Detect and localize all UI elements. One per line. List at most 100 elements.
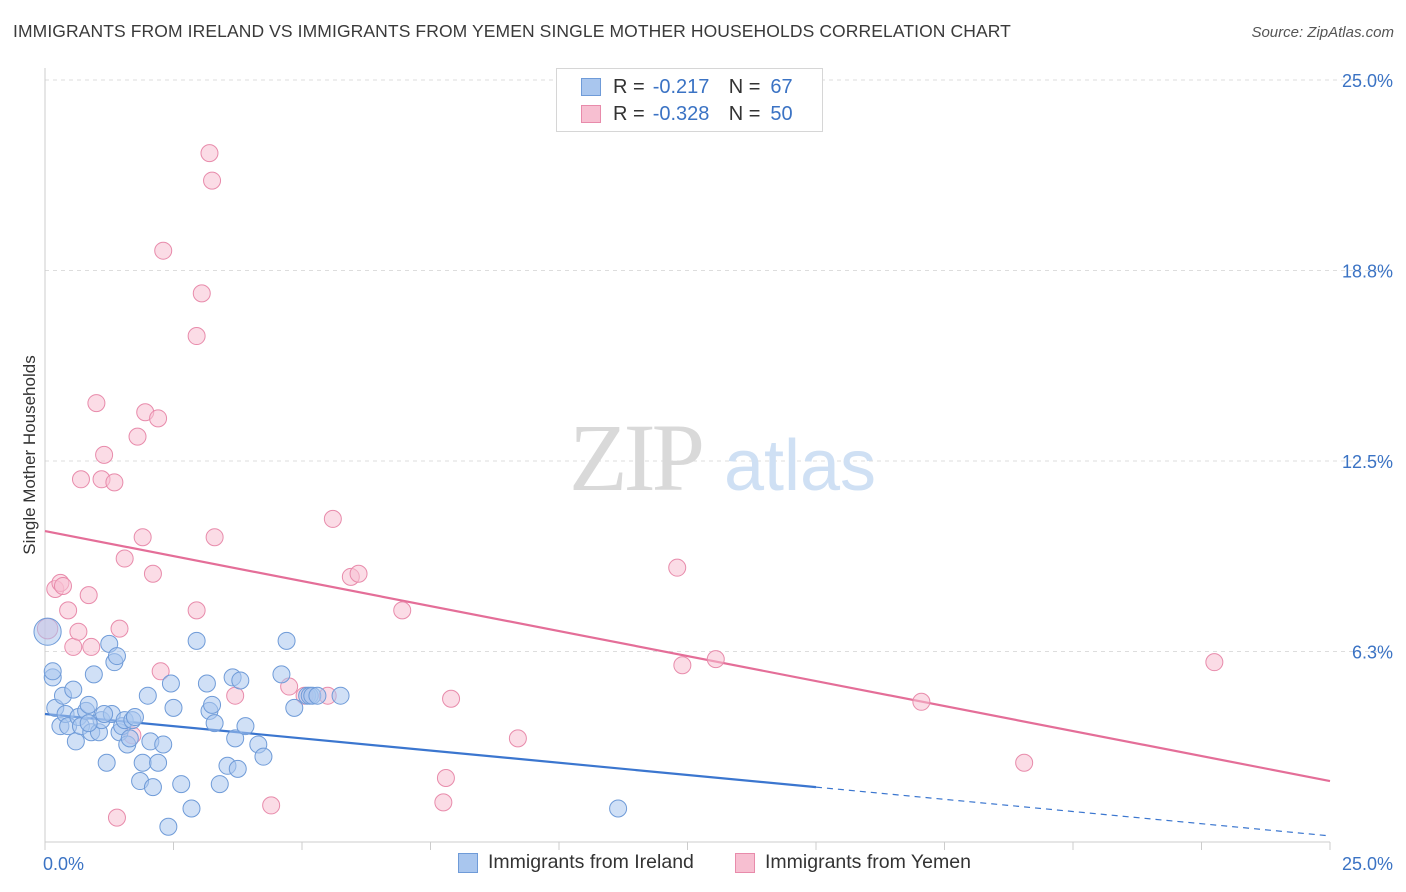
source-label: Source: ZipAtlas.com bbox=[1251, 24, 1394, 41]
ireland-point bbox=[138, 686, 157, 705]
yemen-point bbox=[154, 241, 173, 260]
yemen-point bbox=[262, 796, 281, 815]
ireland-point bbox=[66, 732, 85, 751]
yemen-point bbox=[226, 686, 245, 705]
legend-item-ireland[interactable]: Immigrants from Ireland bbox=[458, 851, 694, 874]
yemen-n-value: 50 bbox=[770, 102, 793, 125]
yemen-point bbox=[203, 171, 222, 190]
ireland-point bbox=[205, 714, 224, 733]
yemen-r-value: -0.328 bbox=[652, 102, 710, 125]
ireland-point bbox=[43, 662, 62, 681]
tick-labels: 6.3% 12.5% 18.8% 25.0% 0.0% 25.0% bbox=[43, 71, 1393, 874]
yemen-point bbox=[107, 808, 126, 827]
ireland-n-value: 67 bbox=[770, 75, 793, 98]
yemen-point bbox=[187, 327, 206, 346]
ireland-point bbox=[203, 695, 222, 714]
n-label: N = bbox=[728, 102, 761, 125]
legend-row-yemen: R = -0.328 N = 50 bbox=[581, 102, 793, 126]
yemen-point bbox=[187, 601, 206, 620]
ireland-point bbox=[133, 753, 152, 772]
yemen-point bbox=[323, 509, 342, 528]
ireland-point bbox=[187, 631, 206, 650]
yemen-point bbox=[912, 692, 931, 711]
yemen-point bbox=[59, 601, 78, 620]
ireland-trend-line bbox=[44, 712, 817, 789]
ireland-point bbox=[308, 686, 327, 705]
ireland-point bbox=[125, 708, 144, 727]
yemen-point bbox=[205, 528, 224, 547]
ireland-point bbox=[79, 714, 98, 733]
ireland-point bbox=[79, 695, 98, 714]
ireland-point bbox=[64, 680, 83, 699]
yemen-point bbox=[87, 394, 106, 413]
ireland-point bbox=[228, 759, 247, 778]
ireland-r-value: -0.217 bbox=[652, 75, 710, 98]
ireland-point bbox=[84, 665, 103, 684]
ireland-point bbox=[172, 775, 191, 794]
series-legend: Immigrants from Ireland Immigrants from … bbox=[0, 851, 1406, 877]
yemen-point bbox=[1015, 753, 1034, 772]
yemen-legend-label: Immigrants from Yemen bbox=[765, 851, 971, 873]
ireland-point bbox=[143, 778, 162, 797]
yemen-point bbox=[149, 409, 168, 428]
ireland-point bbox=[285, 698, 304, 717]
yemen-point bbox=[64, 637, 83, 656]
ireland-point bbox=[236, 717, 255, 736]
yemen-point bbox=[1205, 653, 1224, 672]
y-tick-label: 25.0% bbox=[1342, 71, 1393, 91]
legend-row-ireland: R = -0.217 N = 67 bbox=[581, 75, 793, 99]
yemen-point bbox=[706, 650, 725, 669]
ireland-swatch bbox=[581, 78, 601, 96]
yemen-point bbox=[434, 793, 453, 812]
yemen-point bbox=[133, 528, 152, 547]
watermark-zip: ZIP bbox=[569, 404, 702, 511]
ireland-legend-swatch bbox=[458, 852, 478, 873]
x-tick-label-min: 0.0% bbox=[43, 854, 84, 874]
yemen-point bbox=[393, 601, 412, 620]
yemen-point bbox=[110, 619, 129, 638]
ireland-point bbox=[120, 729, 139, 748]
yemen-point bbox=[69, 622, 88, 641]
yemen-point bbox=[128, 427, 147, 446]
yemen-point bbox=[82, 637, 101, 656]
ireland-point bbox=[161, 674, 180, 693]
ireland-point bbox=[149, 753, 168, 772]
ireland-point bbox=[609, 799, 628, 818]
yemen-point bbox=[115, 549, 134, 568]
ireland-point bbox=[210, 775, 229, 794]
yemen-point bbox=[53, 576, 72, 595]
yemen-point bbox=[79, 586, 98, 605]
y-axis-title: Single Mother Households bbox=[20, 355, 39, 554]
ireland-point bbox=[254, 747, 273, 766]
y-tick-label: 12.5% bbox=[1342, 452, 1393, 472]
yemen-point bbox=[105, 473, 124, 492]
n-label: N = bbox=[728, 75, 761, 98]
yemen-point bbox=[508, 729, 527, 748]
gridlines bbox=[45, 79, 1390, 652]
yemen-point bbox=[200, 144, 219, 163]
ireland-point bbox=[182, 799, 201, 818]
ireland-point bbox=[277, 631, 296, 650]
trend-lines bbox=[44, 530, 1331, 837]
yemen-point bbox=[95, 445, 114, 464]
ireland-point bbox=[197, 674, 216, 693]
yemen-point bbox=[349, 564, 368, 583]
axes bbox=[44, 68, 1331, 850]
y-tick-label: 6.3% bbox=[1352, 643, 1393, 663]
ireland-point bbox=[226, 729, 245, 748]
stats-legend: R = -0.217 N = 67 R = -0.328 N = 50 bbox=[556, 68, 823, 132]
yemen-point bbox=[668, 558, 687, 577]
yemen-point bbox=[71, 470, 90, 489]
r-label: R = bbox=[613, 102, 645, 125]
ireland-point bbox=[272, 665, 291, 684]
ireland-point bbox=[164, 698, 183, 717]
yemen-swatch bbox=[581, 105, 601, 123]
ireland-point bbox=[231, 671, 250, 690]
yemen-trend-line bbox=[44, 530, 1331, 783]
yemen-point bbox=[436, 768, 455, 787]
x-tick-label-max: 25.0% bbox=[1342, 854, 1393, 874]
ireland-point bbox=[97, 753, 116, 772]
legend-item-yemen[interactable]: Immigrants from Yemen bbox=[735, 851, 971, 874]
ireland-point bbox=[159, 817, 178, 836]
